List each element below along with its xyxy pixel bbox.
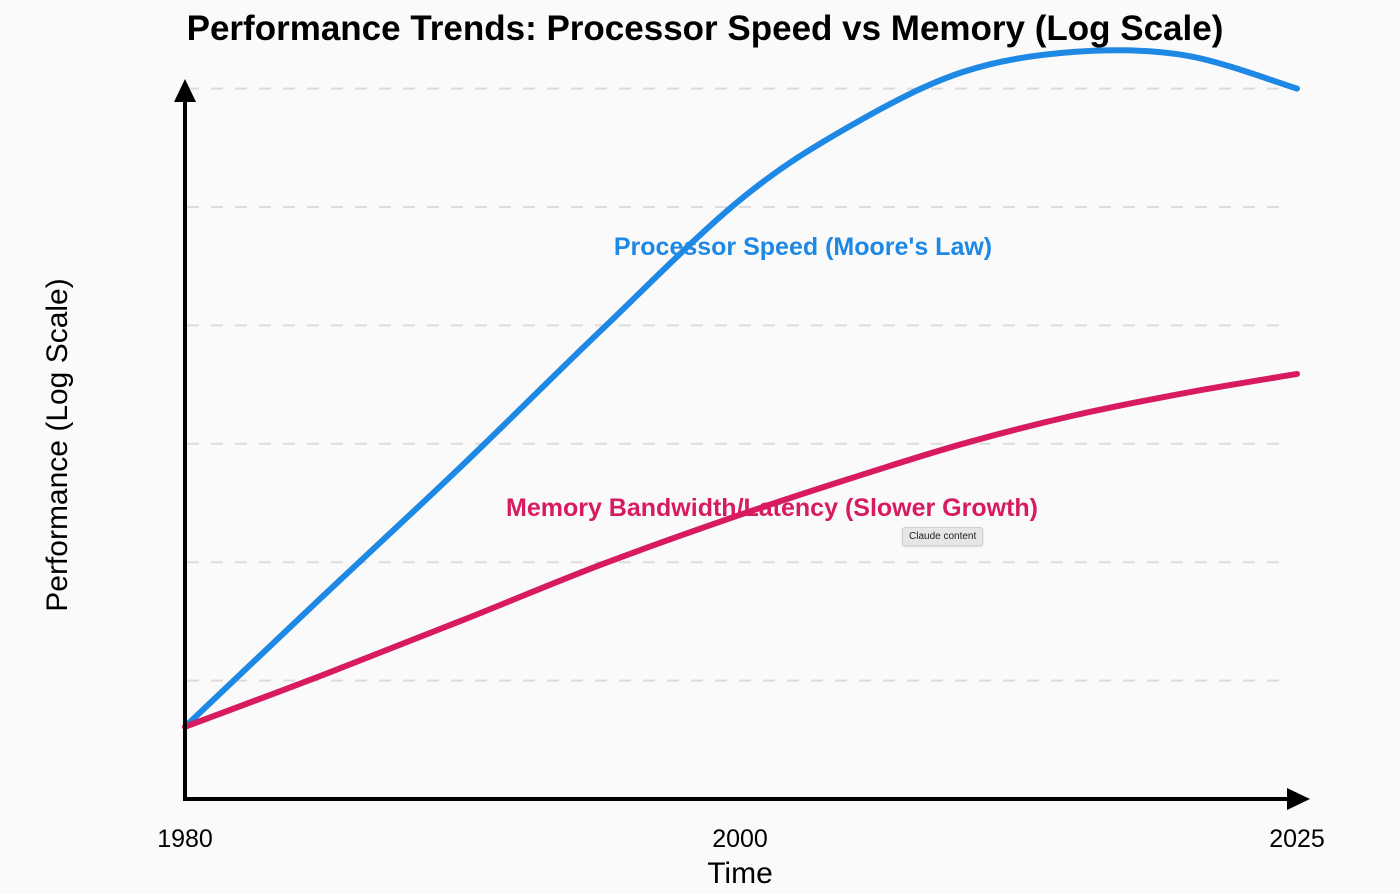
- grid: [187, 87, 1290, 682]
- x-axis-label: Time: [707, 857, 773, 890]
- series-label-memory: Memory Bandwidth/Latency (Slower Growth): [506, 494, 1038, 522]
- y-axis-label: Performance (Log Scale): [41, 278, 74, 612]
- y-axis-arrow: [174, 79, 196, 102]
- tooltip: Claude content: [902, 527, 984, 546]
- series-line-0: [182, 47, 1300, 730]
- series-lines: [182, 47, 1300, 730]
- series-line-1: [182, 370, 1300, 730]
- chart-title: Performance Trends: Processor Speed vs M…: [187, 9, 1224, 48]
- x-tick-label: 1980: [157, 825, 213, 853]
- x-tick-label: 2025: [1269, 825, 1325, 853]
- series-label-processor: Processor Speed (Moore's Law): [614, 233, 992, 261]
- x-tick-label: 2000: [712, 825, 768, 853]
- x-axis-arrow: [1287, 788, 1310, 810]
